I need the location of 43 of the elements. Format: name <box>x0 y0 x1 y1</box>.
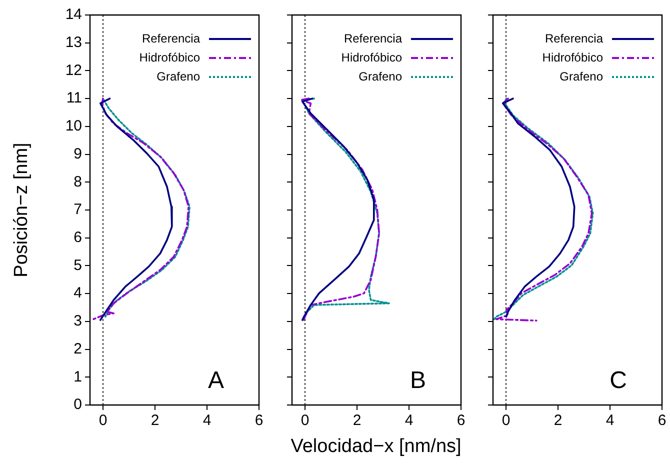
x-tick-label: 4 <box>404 412 414 430</box>
y-tick-label: 12 <box>65 62 82 79</box>
x-tick-label: 6 <box>658 412 666 430</box>
y-tick-label: 6 <box>74 229 82 246</box>
x-tick-label: 6 <box>254 412 264 430</box>
line-series <box>102 99 190 318</box>
y-tick-label: 14 <box>65 6 82 24</box>
x-tick-label: 6 <box>456 412 466 430</box>
legend-label: Hidrofóbico <box>341 50 402 64</box>
x-tick-label: 4 <box>606 412 614 430</box>
legend-label: Referencia <box>142 31 200 46</box>
y-tick-label: 7 <box>74 201 82 218</box>
legend-label: Grafeno <box>156 69 200 84</box>
y-tick-label: 4 <box>74 284 82 302</box>
y-tick-label: 8 <box>74 173 82 190</box>
x-tick-label: 0 <box>300 412 310 430</box>
legend-label: Grafeno <box>358 69 402 84</box>
annotation: C <box>610 367 627 394</box>
y-tick-label: 5 <box>74 256 82 274</box>
legend-label: Referencia <box>544 31 604 46</box>
y-tick-label: 3 <box>74 312 82 330</box>
annotation: A <box>208 367 224 394</box>
y-tick-label: 0 <box>74 396 82 414</box>
x-tick-label: 0 <box>502 412 510 430</box>
x-tick-label: 2 <box>554 412 562 430</box>
x-tick-label: 0 <box>98 412 108 430</box>
y-axis-title: Posición−z [nm] <box>11 142 33 278</box>
y-tick-label: 13 <box>65 34 82 51</box>
y-tick-label: 11 <box>66 90 82 107</box>
x-tick-label: 2 <box>150 412 160 430</box>
x-tick-label: 4 <box>202 412 212 430</box>
y-tick-label: 10 <box>65 118 82 135</box>
x-tick-label: 2 <box>352 412 362 430</box>
legend-label: Hidrofóbico <box>542 50 604 64</box>
y-tick-label: 1 <box>74 368 82 386</box>
legend-label: Grafeno <box>560 69 604 84</box>
annotation: B <box>410 367 426 394</box>
line-series <box>90 98 190 321</box>
legend-label: Hidrofóbico <box>139 50 200 64</box>
legend-label: Referencia <box>344 31 402 46</box>
y-tick-label: 2 <box>74 340 82 358</box>
x-axis-title: Velocidad−x [nm/ns] <box>290 436 462 458</box>
y-tick-label: 9 <box>74 145 82 162</box>
